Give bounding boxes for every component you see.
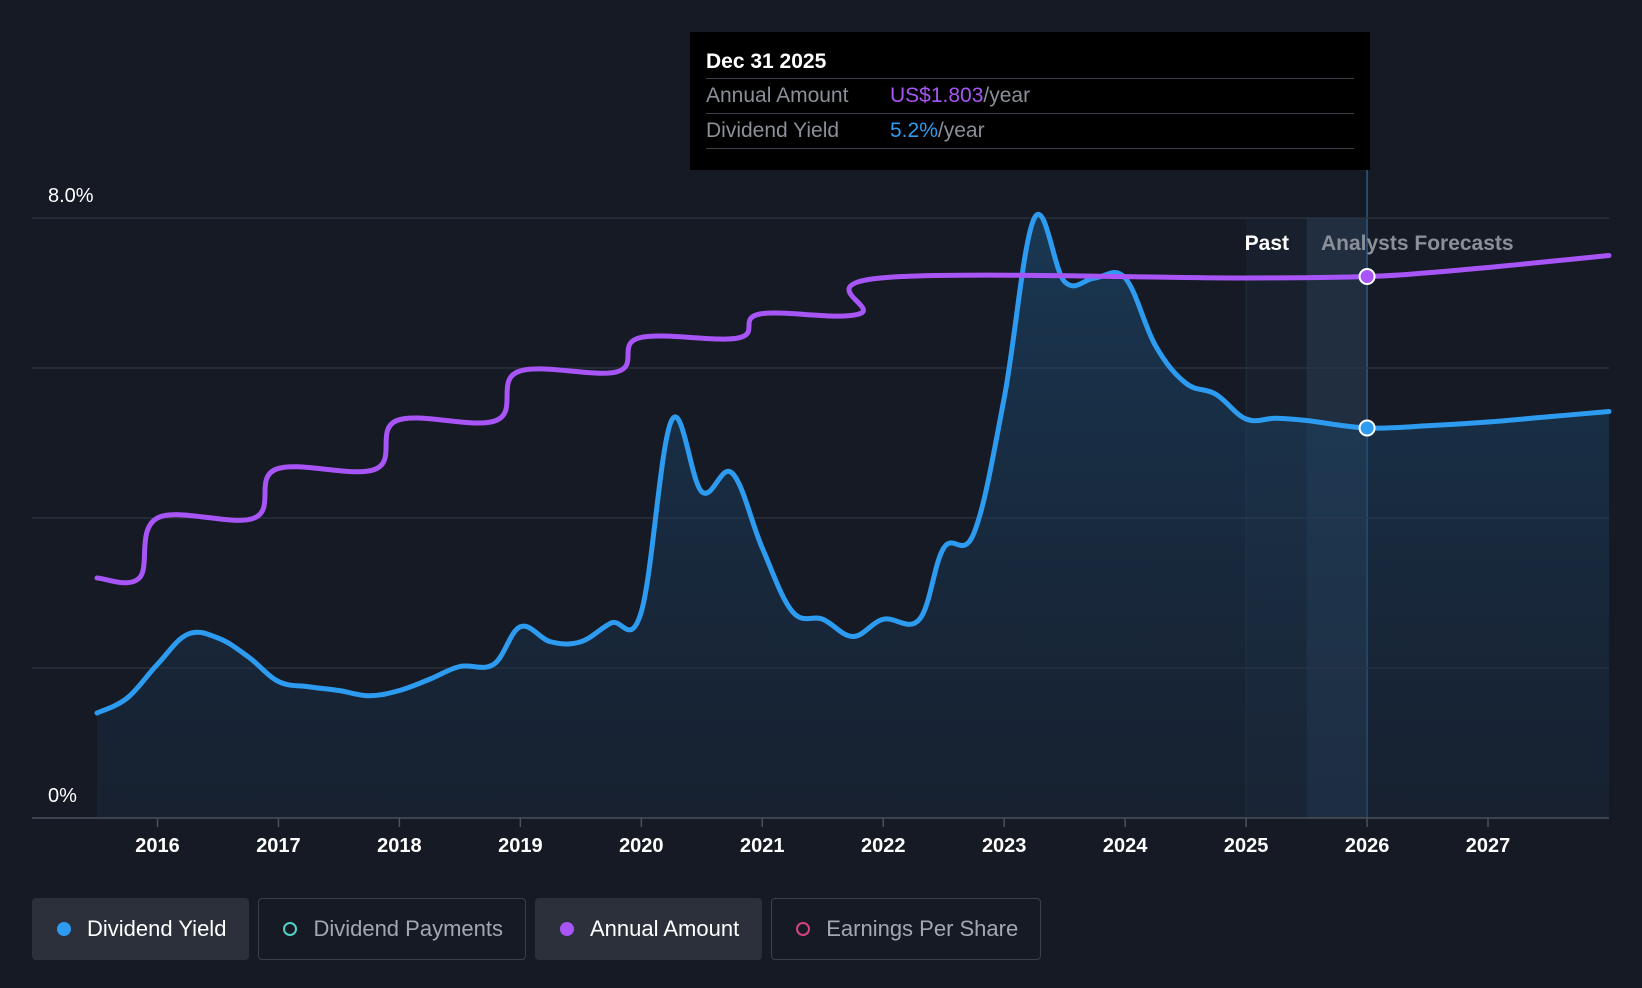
x-tick-label: 2023 [982,835,1027,857]
x-tick-label: 2022 [861,835,906,857]
annual-amount-marker [1358,268,1376,285]
dividend-yield-marker [1358,419,1376,437]
legend-label: Annual Amount [589,916,740,941]
x-tick-label: 2018 [377,835,422,857]
x-tick-label: 2024 [1103,835,1148,857]
x-tick-label: 2025 [1224,835,1269,857]
tooltip-date: Dec 31 2025 [706,50,827,73]
x-tick-label: 2017 [256,835,301,857]
tooltip-row-dividend-yield: Dividend Yield 5.2% /year [706,113,1354,149]
annual-amount-dot-icon [559,922,574,936]
earnings-per-share-ring-icon [796,922,811,936]
tooltip-label: Annual Amount [706,84,849,107]
x-tick-label: 2019 [498,835,543,857]
forecast-region-label: Analysts Forecasts [1321,232,1514,255]
tooltip: Dec 31 2025 Annual Amount US$1.803 /year… [690,32,1370,170]
legend-label: Dividend Yield [87,916,227,941]
legend-label: Earnings Per Share [826,916,1019,941]
tooltip-label: Dividend Yield [706,119,840,142]
tooltip-unit: /year [983,84,1031,107]
dividend-payments-ring-icon [283,922,298,936]
legend-label: Dividend Payments [313,916,503,941]
legend-dividend-yield-button[interactable]: Dividend Yield [32,898,250,960]
x-tick-label: 2020 [619,835,664,857]
x-tick-label: 2016 [135,835,180,857]
y-axis-bottom-label: 0% [48,785,77,807]
tooltip-value: US$1.803 [890,84,984,107]
x-tick-label: 2021 [740,835,785,857]
x-tick-label: 2026 [1345,835,1390,857]
legend: Dividend Yield Dividend Payments Annual … [32,898,1042,960]
x-tick-label: 2027 [1466,835,1511,857]
past-region-label: Past [1245,232,1289,255]
legend-annual-amount-button[interactable]: Annual Amount [534,898,763,960]
dividend-yield-line [94,212,1612,716]
legend-earnings-per-share-button[interactable]: Earnings Per Share [771,898,1042,960]
legend-dividend-payments-button[interactable]: Dividend Payments [258,898,526,960]
tooltip-row-annual-amount: Annual Amount US$1.803 /year [706,78,1354,113]
dividend-yield-area [97,214,1609,818]
tooltip-value: 5.2% [890,119,938,142]
y-axis-top-label: 8.0% [48,185,94,207]
tooltip-unit: /year [937,119,985,142]
dividend-yield-dot-icon [57,922,71,936]
